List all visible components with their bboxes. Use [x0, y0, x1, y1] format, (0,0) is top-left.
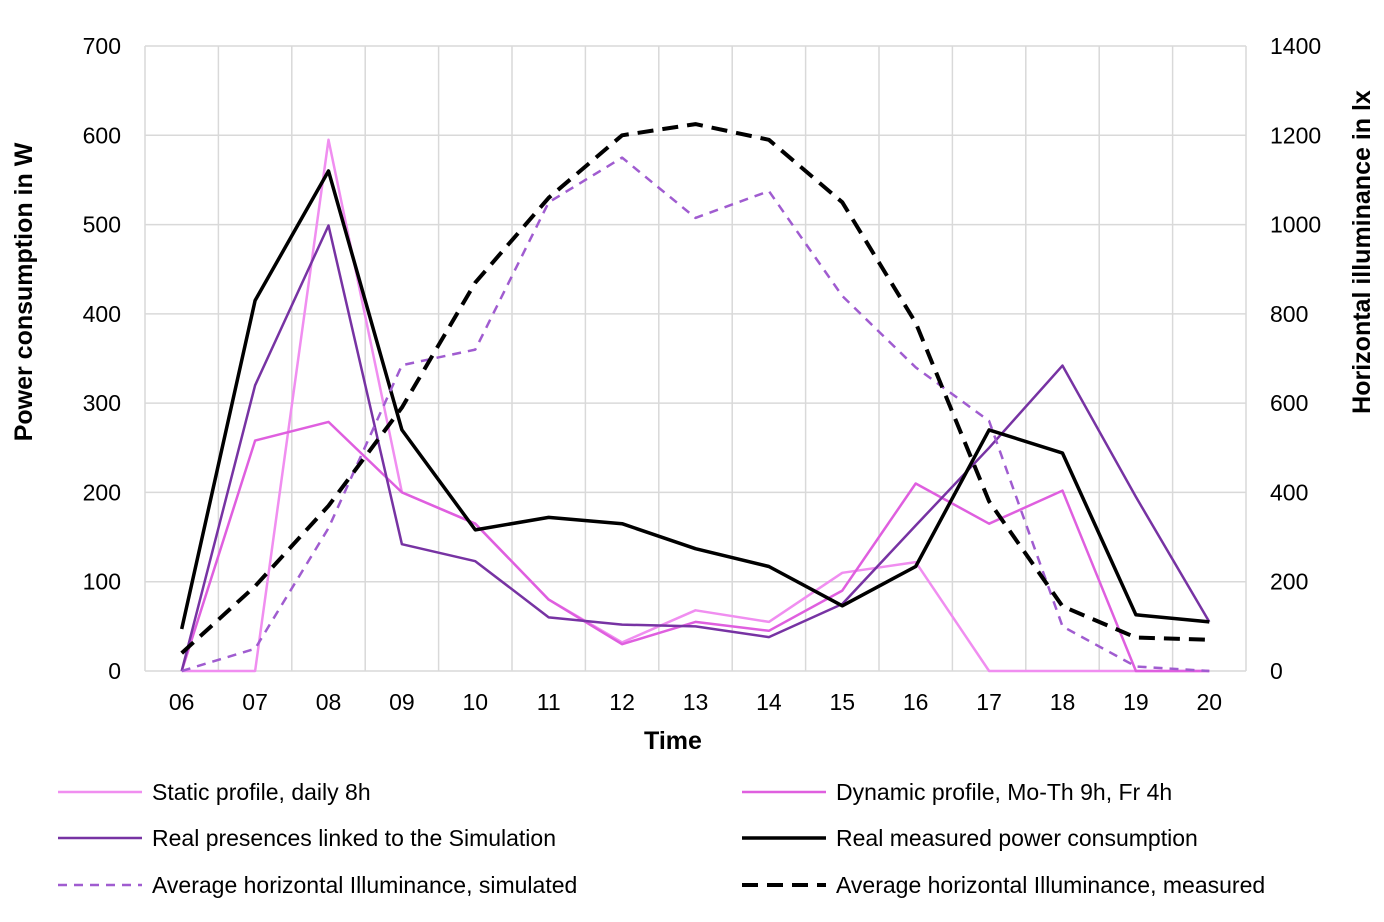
y2-axis-title: Horizontal illuminance in lx [1348, 90, 1376, 414]
x-tick-label: 20 [1197, 689, 1223, 715]
right-axis-ticks: 0 200 400 600 800 1000 1200 1400 [1270, 33, 1321, 684]
series-line-6 [180, 122, 1210, 655]
right-tick-label: 600 [1270, 390, 1308, 416]
right-tick-label: 1000 [1270, 212, 1321, 238]
legend-label: Real presences linked to the Simulation [152, 825, 556, 851]
x-tick-label: 09 [389, 689, 415, 715]
x-tick-label: 19 [1123, 689, 1149, 715]
x-tick-label: 18 [1050, 689, 1076, 715]
right-tick-label: 800 [1270, 301, 1308, 327]
left-tick-label: 100 [83, 569, 121, 595]
x-tick-label: 08 [316, 689, 342, 715]
left-tick-label: 200 [83, 479, 121, 505]
series-line-2 [180, 420, 1210, 673]
legend-label: Average horizontal Illuminance, measured [836, 872, 1265, 898]
legend-label: Static profile, daily 8h [152, 779, 371, 805]
x-tick-label: 13 [683, 689, 709, 715]
left-axis-ticks: 0 100 200 300 400 500 600 700 [83, 33, 121, 684]
x-tick-label: 12 [609, 689, 635, 715]
right-tick-label: 0 [1270, 658, 1283, 684]
x-tick-label: 06 [169, 689, 195, 715]
right-tick-label: 1200 [1270, 122, 1321, 148]
left-tick-label: 500 [83, 212, 121, 238]
y-axis-title: Power consumption in W [10, 142, 38, 441]
x-tick-label: 15 [830, 689, 856, 715]
right-tick-label: 200 [1270, 569, 1308, 595]
legend: Static profile, daily 8h Dynamic profile,… [58, 779, 1265, 898]
series-line-4 [179, 169, 1210, 630]
right-tick-label: 1400 [1270, 33, 1321, 59]
left-tick-label: 700 [83, 33, 121, 59]
x-tick-label: 10 [463, 689, 489, 715]
series-line-1 [181, 138, 1210, 673]
x-tick-label: 07 [242, 689, 268, 715]
gridlines [144, 45, 1247, 672]
x-axis-ticks: 06 07 08 09 10 11 12 13 14 15 16 17 18 19 20 [169, 689, 1222, 715]
left-tick-label: 600 [83, 122, 121, 148]
right-tick-label: 400 [1270, 479, 1308, 505]
legend-label: Real measured power consumption [836, 825, 1198, 851]
left-tick-label: 300 [83, 390, 121, 416]
series-line-3 [180, 224, 1211, 672]
x-tick-label: 11 [537, 689, 561, 715]
x-axis-title: Time [644, 727, 702, 755]
left-tick-label: 400 [83, 301, 121, 327]
x-tick-label: 17 [976, 689, 1002, 715]
x-tick-label: 14 [756, 689, 782, 715]
left-tick-label: 0 [108, 658, 121, 684]
series-lines [179, 122, 1211, 673]
series-line-5 [181, 156, 1210, 673]
legend-label: Dynamic profile, Mo-Th 9h, Fr 4h [836, 779, 1172, 805]
legend-label: Average horizontal Illuminance, simulate… [152, 872, 577, 898]
x-tick-label: 16 [903, 689, 929, 715]
